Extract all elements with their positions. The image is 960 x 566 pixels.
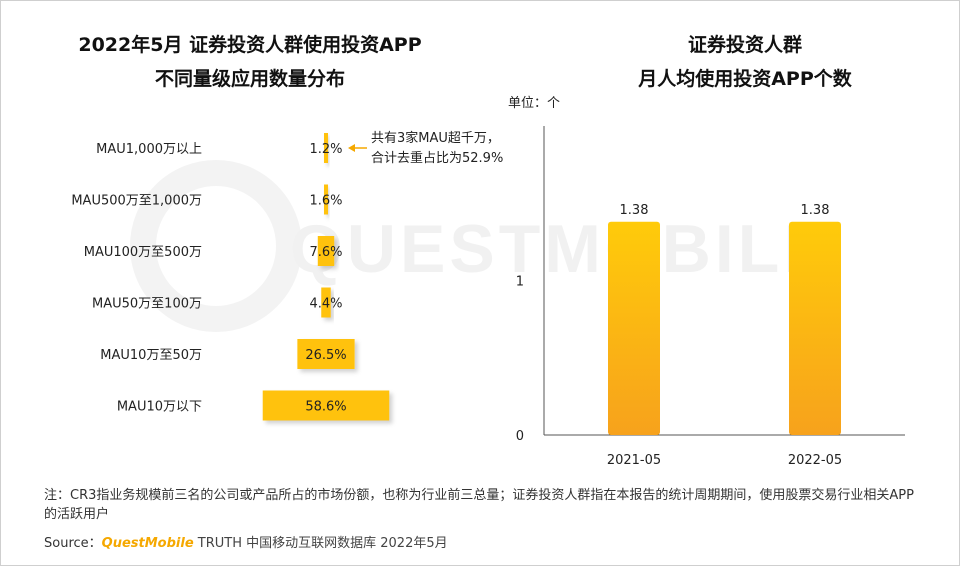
left-category-label-1: MAU500万至1,000万 — [71, 194, 202, 209]
source-line: Source：QuestMobile TRUTH 中国移动互联网数据库 2022… — [44, 532, 448, 551]
left-value-label-5: 58.6% — [305, 400, 346, 415]
right-chart-title: 证券投资人群 月人均使用投资APP个数 — [560, 28, 930, 96]
left-value-label-2: 7.6% — [309, 245, 342, 260]
left-category-label-2: MAU100万至500万 — [84, 245, 202, 260]
left-category-label-0: MAU1,000万以上 — [96, 142, 202, 157]
left-title-line1: 2022年5月 证券投资人群使用投资APP — [78, 34, 422, 56]
annotation-line2: 合计去重占比为52.9% — [371, 150, 503, 166]
left-category-label-4: MAU10万至50万 — [100, 348, 202, 363]
annotation-line1: 共有3家MAU超千万， — [371, 130, 500, 146]
left-bar-5 — [262, 390, 390, 421]
x-tick-label-0: 2021-05 — [607, 453, 661, 468]
x-tick-label-1: 2022-05 — [788, 453, 842, 468]
left-bar-3 — [321, 287, 331, 318]
right-title-line2: 月人均使用投资APP个数 — [638, 68, 852, 90]
left-bar-4 — [297, 339, 355, 369]
right-title-line1: 证券投资人群 — [687, 34, 802, 56]
left-title-line2: 不同量级应用数量分布 — [154, 68, 345, 90]
y-tick-label-0: 0 — [516, 429, 524, 444]
left-category-label-5: MAU10万以下 — [117, 400, 202, 415]
left-value-label-0: 1.2% — [309, 142, 342, 157]
right-bar-1 — [789, 221, 841, 435]
y-tick-label-1: 1 — [516, 275, 524, 290]
left-value-label-3: 4.4% — [309, 297, 342, 312]
source-brand: QuestMobile — [101, 536, 194, 551]
right-value-label-1: 1.38 — [801, 203, 830, 218]
annotation-arrow-icon — [348, 144, 355, 152]
footnote: 注：CR3指业务规模前三名的公司或产品所占的市场份额，也称为行业前三总量；证券投… — [44, 488, 914, 522]
right-value-label-0: 1.38 — [620, 203, 649, 218]
source-detail: TRUTH 中国移动互联网数据库 2022年5月 — [197, 536, 448, 551]
unit-label: 单位：个 — [508, 96, 560, 111]
left-value-label-4: 26.5% — [305, 348, 346, 363]
left-bar-1 — [324, 184, 328, 215]
left-bar-0 — [324, 133, 328, 163]
source-label: Source： — [44, 536, 102, 551]
watermark: QUESTMOBILE — [290, 211, 833, 287]
left-category-label-3: MAU50万至100万 — [92, 297, 202, 312]
right-bar-0 — [608, 221, 660, 435]
left-bar-2 — [317, 236, 335, 266]
left-chart-title: 2022年5月 证券投资人群使用投资APP 不同量级应用数量分布 — [30, 28, 470, 96]
left-value-label-1: 1.6% — [309, 194, 342, 209]
